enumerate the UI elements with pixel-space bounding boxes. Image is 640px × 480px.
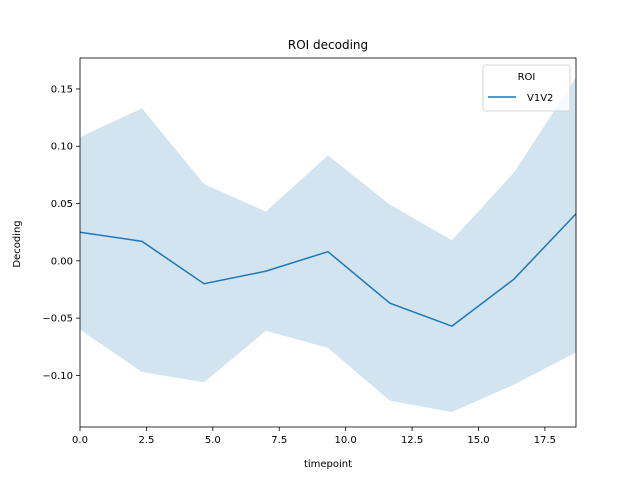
x-axis-label: timepoint xyxy=(304,459,352,470)
legend-box xyxy=(482,64,571,112)
y-tick-label: 0.00 xyxy=(51,256,73,267)
x-tick-label: 17.5 xyxy=(534,435,556,446)
y-tick-label: 0.15 xyxy=(51,84,73,95)
chart-title: ROI decoding xyxy=(288,38,368,52)
x-tick-label: 2.5 xyxy=(138,435,154,446)
y-axis-label: Decoding xyxy=(12,220,23,267)
plot-area xyxy=(79,57,577,428)
x-tick-label: 10.0 xyxy=(335,435,357,446)
legend-label-v1v2: V1V2 xyxy=(527,93,553,104)
series-v1v2-line xyxy=(80,213,576,328)
y-tick-label: 0.05 xyxy=(51,199,73,210)
x-tick-label: 7.5 xyxy=(271,435,287,446)
y-axis-ticks: −0.10 −0.05 0.00 0.05 0.10 0.15 xyxy=(42,84,80,382)
y-tick-label: −0.05 xyxy=(42,314,73,325)
series-v1v2-confidence-band xyxy=(80,77,576,413)
y-tick-label: 0.10 xyxy=(51,142,73,153)
x-tick-label: 15.0 xyxy=(467,435,489,446)
plot-frame xyxy=(79,57,577,428)
legend-title: ROI xyxy=(518,72,536,83)
x-tick-label: 5.0 xyxy=(205,435,221,446)
x-tick-label: 0.0 xyxy=(72,435,88,446)
y-tick-label: −0.10 xyxy=(42,371,73,382)
x-axis-ticks: 0.0 2.5 5.0 7.5 10.0 12.5 15.0 17.5 xyxy=(72,427,556,446)
x-tick-label: 12.5 xyxy=(401,435,423,446)
legend: ROI V1V2 xyxy=(482,64,571,112)
